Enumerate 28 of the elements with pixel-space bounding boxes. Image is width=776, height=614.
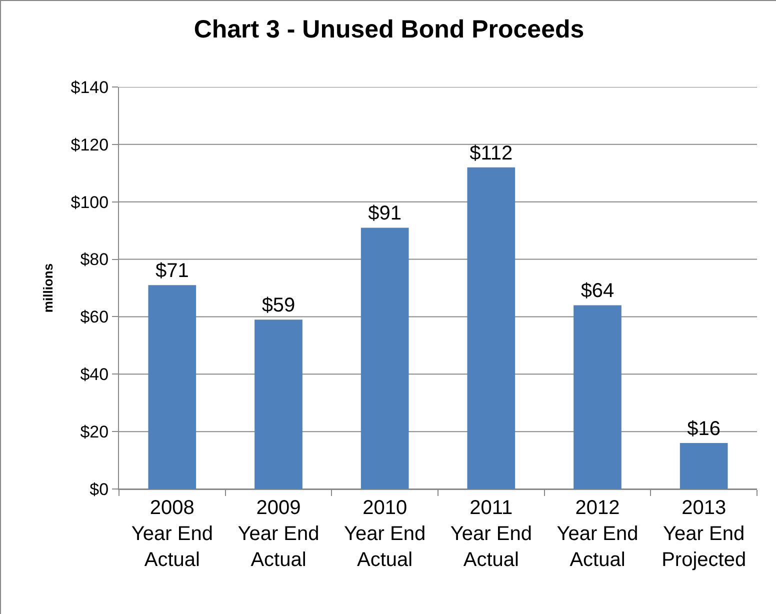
x-tick-label: 2012 Year End Actual [556, 497, 638, 571]
data-label: $59 [262, 294, 296, 317]
bar [574, 305, 622, 489]
data-label: $64 [580, 280, 614, 302]
data-label: $16 [687, 418, 721, 440]
x-tick-label: 2008 Year End Actual [131, 497, 213, 571]
bar [467, 167, 516, 489]
data-label: $112 [470, 142, 513, 164]
y-tick-label: $20 [80, 422, 109, 442]
x-tick-label: 2011 Year End Actual [450, 497, 532, 571]
y-tick-label: $100 [70, 192, 109, 212]
y-tick-label: $80 [80, 250, 109, 270]
bar [680, 443, 728, 489]
x-tick-label: 2010 Year End Actual [344, 497, 426, 571]
x-tick-label: 2009 Year End Actual [238, 497, 320, 571]
y-axis-title: millions [40, 263, 56, 313]
x-tick-label: 2013 Year End Projected [662, 497, 746, 571]
y-tick-label: $40 [80, 365, 109, 384]
data-label: $91 [368, 202, 402, 225]
y-tick-label: $140 [70, 78, 109, 97]
bar [148, 285, 196, 489]
y-tick-label: $0 [90, 480, 109, 499]
bar [254, 320, 302, 489]
y-tick-label: $120 [70, 135, 109, 154]
y-tick-label: $60 [80, 308, 109, 327]
data-label: $71 [155, 260, 189, 282]
chart-title: Chart 3 - Unused Bond Proceeds [194, 15, 584, 44]
bar [360, 228, 409, 489]
